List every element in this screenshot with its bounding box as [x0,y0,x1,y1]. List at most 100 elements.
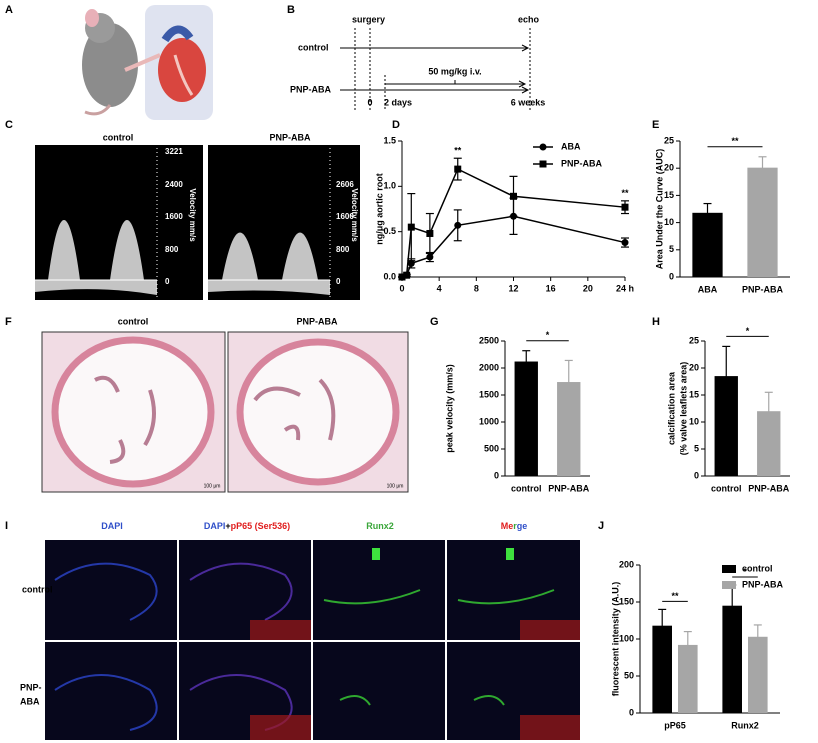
error-bar [522,350,531,373]
legend-marker [539,143,547,151]
y-tick-label: 500 [484,443,499,453]
header-part: DAPI [101,521,123,531]
significance: ** [731,136,739,146]
scale-bar-label: 100 μm [387,483,404,489]
y-tick-label: 5 [669,244,674,254]
bar [747,167,778,277]
significance: ** [454,146,462,156]
scale-axis-label: Velocity mm/s [350,188,359,242]
x-tick-label: 8 [474,283,479,293]
x-tick-label: ABA [698,284,718,294]
fluorescence-images [45,540,580,740]
y-tick-label: 1.0 [383,181,396,191]
bar [514,361,538,476]
scale-label: 2400 [165,180,183,189]
header-part: Me [501,521,514,531]
y-tick-label: 0.0 [383,271,396,281]
error-bar [658,608,667,643]
data-point [454,165,462,173]
y-tick-label: 1000 [479,416,499,426]
row-label: PNP- [20,682,42,692]
y-tick-label: 0 [629,707,634,717]
timeline-time: 6 weeks [511,97,546,107]
image-title: PNP-ABA [296,316,338,326]
y-tick-label: 10 [689,416,699,426]
timeline [340,28,531,110]
x-tick-label: PNP-ABA [548,483,590,493]
scale-label: 1600 [165,212,183,221]
y-tick-label: 50 [624,670,634,680]
panel-label: G [430,316,439,328]
y-tick-label: 0 [669,271,674,281]
panel-label: J [598,520,604,532]
header-part: r [513,521,517,531]
bar [692,212,723,277]
x-tick-label: 16 [546,283,556,293]
data-point [454,221,462,229]
scale-label: 800 [165,245,179,254]
x-tick-label: pP65 [664,720,686,730]
data-point [407,259,415,267]
column-header: Runx2 [366,521,394,531]
column-header: Merge [501,521,528,531]
panel-label: E [652,119,659,131]
y-tick-label: 2500 [479,335,499,345]
data-point [426,253,434,261]
x-tick-label: 4 [437,283,442,293]
significance: * [743,566,747,576]
y-tick-label: 0 [494,470,499,480]
y-tick-label: 0 [694,470,699,480]
y-tick-label: 10 [664,217,674,227]
y-axis-label: peak velocity (mm/s) [444,364,454,453]
legend-swatch [722,581,736,589]
timeline-time: 2 days [384,97,412,107]
x-tick-label: 20 [583,283,593,293]
error-bar [722,345,731,407]
scale-label: 2606 [336,180,354,189]
x-tick-label: 24 h [616,283,634,293]
panel-label: H [652,316,660,328]
column-header: DAPI+pP65 (Ser536) [204,521,290,531]
image-title: control [118,316,149,326]
y-axis-label: calcification area [666,371,676,445]
legend-label: control [742,563,773,573]
error-bar [564,359,573,405]
error-bar [703,202,712,223]
y-tick-label: 20 [689,362,699,372]
significance: ** [671,591,679,601]
histology-image [41,331,409,493]
header-part: ge [517,521,528,531]
y-tick-label: 25 [664,135,674,145]
timeline-event: surgery [352,14,385,24]
scale-label: 0 [336,277,341,286]
data-point [510,192,517,200]
panel-label: F [5,316,12,328]
doppler-image [35,145,360,300]
mouse-heart-illustration [82,5,213,120]
timeline-row: PNP-ABA [290,84,332,94]
timeline-row: control [298,42,329,52]
legend-swatch [722,565,736,573]
y-axis-label: (% valve leaflets area) [678,362,688,456]
scale-label: 800 [336,245,350,254]
bar [722,605,742,713]
y-axis-label: fluorescent intensity (A.U.) [610,582,620,697]
bar [652,625,672,713]
scale-axis-label: Velocity mm/s [188,188,197,242]
y-tick-label: 25 [689,335,699,345]
y-tick-label: 100 [619,633,634,643]
significance: * [746,326,750,336]
y-tick-label: 5 [694,443,699,453]
x-tick-label: Runx2 [731,720,759,730]
scale-bar-label: 100 μm [204,483,221,489]
y-tick-label: 20 [664,163,674,173]
charts: 0.0 0.5 1.0 1.5 ng/μg aortic root 0 4 8 12 16 20 24… [374,135,790,730]
x-tick-label: control [711,483,742,493]
significance: ** [621,188,629,198]
column-headers: DAPI DAPI+pP65 (Ser536) Runx2 Merge [101,521,527,531]
image-title: control [103,132,134,142]
bar [748,636,768,713]
header-part: DAPI [204,521,226,531]
y-tick-label: 0.5 [383,226,396,236]
